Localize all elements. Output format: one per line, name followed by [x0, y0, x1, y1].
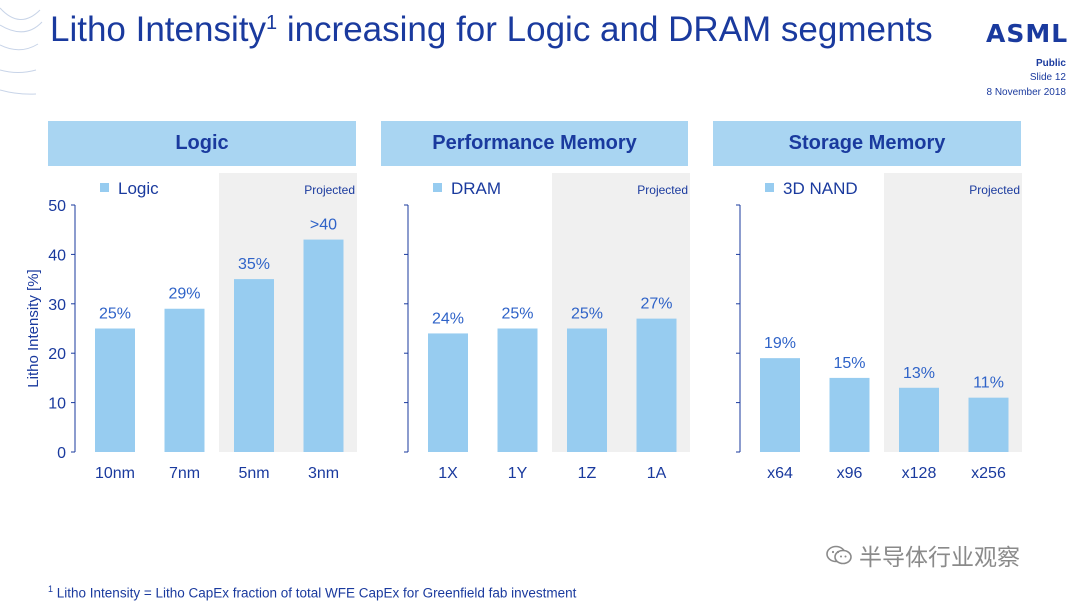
asml-logo: ASML	[986, 19, 1069, 48]
slide-title: Litho Intensity1 increasing for Logic an…	[50, 10, 933, 49]
projected-label: Projected	[637, 183, 688, 197]
data-label: 15%	[833, 355, 865, 372]
data-label: >40	[310, 217, 337, 234]
x-tick-label: x96	[837, 465, 863, 482]
bar	[968, 397, 1009, 452]
x-tick-label: 1A	[647, 465, 667, 482]
y-tick-label: 30	[48, 297, 66, 314]
x-tick-label: 1Z	[578, 465, 597, 482]
data-label: 29%	[168, 286, 200, 303]
bar	[567, 328, 607, 452]
panel-header-logic: Logic	[48, 121, 356, 166]
bar	[164, 308, 205, 452]
legend-label: 3D NAND	[783, 179, 858, 198]
x-tick-label: 7nm	[169, 465, 200, 482]
watermark: 半导体行业观察	[825, 538, 1020, 572]
data-label: 13%	[903, 365, 935, 382]
x-tick-label: x256	[971, 465, 1006, 482]
watermark-text: 半导体行业观察	[859, 545, 1020, 571]
projected-label: Projected	[969, 183, 1020, 197]
bar	[303, 239, 344, 452]
y-tick-label: 50	[48, 198, 66, 215]
panel-header-performance-memory: Performance Memory	[381, 121, 688, 166]
bar	[829, 377, 870, 452]
bar	[95, 328, 135, 452]
bar	[497, 328, 538, 452]
data-label: 11%	[973, 375, 1004, 392]
panel-header-storage-memory: Storage Memory	[713, 121, 1021, 166]
bar	[636, 318, 677, 452]
x-tick-label: x128	[902, 465, 937, 482]
data-label: 27%	[640, 296, 672, 313]
bar	[428, 333, 468, 452]
footnote: 1 Litho Intensity = Litho CapEx fraction…	[48, 584, 577, 601]
data-label: 25%	[99, 306, 131, 323]
x-tick-label: 1Y	[508, 465, 528, 482]
x-tick-label: 3nm	[308, 465, 339, 482]
y-tick-label: 40	[48, 247, 66, 264]
slide-date: 8 November 2018	[986, 87, 1067, 98]
legend-swatch	[765, 183, 774, 192]
legend-label: Logic	[118, 179, 159, 198]
legend-swatch	[433, 183, 442, 192]
y-tick-label: 10	[48, 396, 66, 413]
slide-number: Slide 12	[1029, 72, 1066, 83]
data-label: 35%	[238, 256, 270, 273]
classification-label: Public	[1035, 58, 1066, 69]
data-label: 19%	[764, 335, 796, 352]
y-tick-label: 20	[48, 346, 66, 363]
x-tick-label: x64	[767, 465, 793, 482]
bar	[899, 387, 939, 452]
y-tick-label: 0	[57, 445, 66, 462]
data-label: 25%	[571, 306, 603, 323]
legend-label: DRAM	[451, 179, 501, 198]
bar	[760, 358, 800, 452]
corner-decoration	[0, 7, 43, 95]
y-axis-title: Litho Intensity [%]	[25, 269, 42, 387]
projected-label: Projected	[304, 183, 355, 197]
data-label: 24%	[432, 310, 464, 327]
bar	[234, 279, 274, 452]
x-tick-label: 10nm	[95, 465, 135, 482]
wechat-icon	[826, 545, 852, 565]
x-tick-label: 1X	[438, 465, 458, 482]
legend-swatch	[100, 183, 109, 192]
data-label: 25%	[501, 306, 533, 323]
x-tick-label: 5nm	[238, 465, 269, 482]
